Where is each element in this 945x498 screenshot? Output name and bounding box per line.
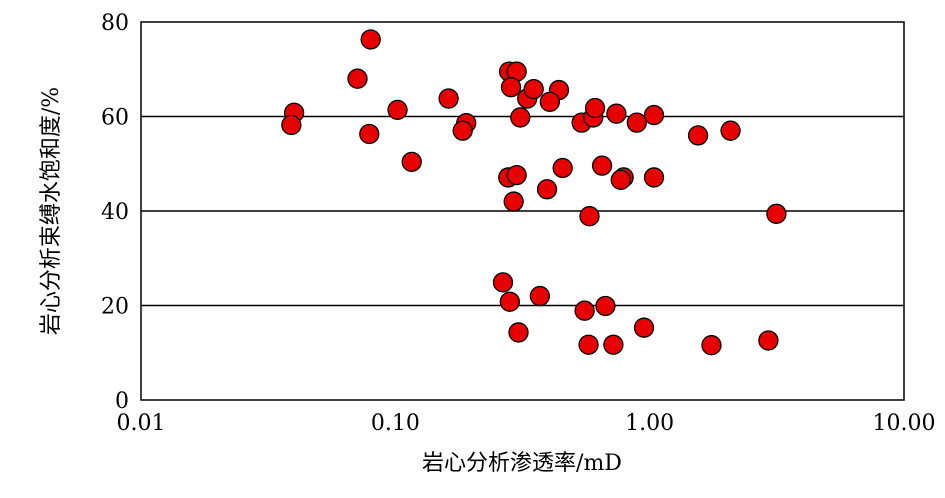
data-point xyxy=(506,164,527,186)
data-point xyxy=(591,155,613,176)
data-point xyxy=(552,157,573,179)
tick-labels: 0 20 40 60 80 0.01 0.10 1.00 10.00 xyxy=(101,11,935,436)
data-point xyxy=(401,151,422,173)
y-tick-label: 80 xyxy=(101,11,129,36)
y-tick-label: 0 xyxy=(115,389,129,414)
data-point xyxy=(359,123,380,145)
data-point xyxy=(687,125,709,146)
data-point xyxy=(606,103,627,124)
data-point xyxy=(499,291,520,312)
plot-area-frame xyxy=(140,21,905,401)
data-point xyxy=(766,203,787,224)
x-tick-label: 0.10 xyxy=(371,411,420,436)
y-tick-label: 20 xyxy=(101,295,129,320)
data-point xyxy=(626,112,647,133)
data-point xyxy=(492,272,514,293)
data-point xyxy=(503,191,524,212)
data-point xyxy=(595,295,616,317)
x-axis-title: 岩心分析渗透率/mD xyxy=(422,451,622,476)
data-point xyxy=(720,120,741,141)
data-point xyxy=(610,169,631,190)
data-point xyxy=(758,330,779,351)
data-point xyxy=(452,120,473,141)
gridlines xyxy=(141,115,904,307)
data-point xyxy=(387,99,408,121)
data-point xyxy=(347,68,368,89)
data-point xyxy=(360,29,381,50)
x-tick-label: 10.00 xyxy=(873,411,936,436)
data-point xyxy=(643,167,665,188)
data-point xyxy=(633,317,655,338)
data-point xyxy=(508,322,529,343)
y-axis-title: 岩心分析束缚水饱和度/% xyxy=(39,87,64,335)
y-tick-label: 60 xyxy=(101,106,129,131)
data-point xyxy=(578,334,599,355)
data-point xyxy=(584,97,606,119)
y-tick-label: 40 xyxy=(101,200,129,225)
x-tick-label: 0.01 xyxy=(117,411,166,436)
x-tick-label: 1.00 xyxy=(625,411,674,436)
data-point xyxy=(510,107,531,128)
data-point xyxy=(603,334,624,355)
data-points xyxy=(281,29,787,356)
data-point xyxy=(539,91,560,113)
data-point xyxy=(529,285,550,307)
data-point xyxy=(281,114,302,136)
data-point xyxy=(701,335,722,356)
data-point xyxy=(574,300,595,321)
data-point xyxy=(438,88,459,109)
data-point xyxy=(523,78,544,100)
data-point xyxy=(500,77,522,98)
data-point xyxy=(579,206,600,227)
data-point xyxy=(536,179,558,200)
data-point xyxy=(643,104,665,126)
